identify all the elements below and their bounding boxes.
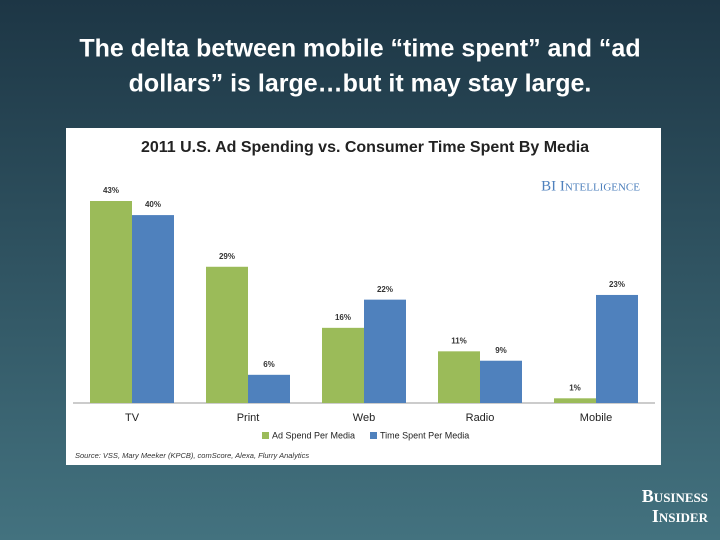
x-tick-label: Print: [237, 412, 260, 424]
bar: [554, 398, 596, 403]
bar: [438, 351, 480, 403]
bar: [90, 201, 132, 403]
source: Source: VSS, Mary Meeker (KPCB), comScor…: [75, 451, 309, 460]
chart-title: 2011 U.S. Ad Spending vs. Consumer Time …: [141, 139, 589, 156]
x-tick-label: TV: [125, 412, 140, 424]
bar: [480, 360, 522, 403]
bar: [132, 215, 174, 403]
bar: [364, 299, 406, 403]
bar: [322, 327, 364, 403]
x-tick-label: Mobile: [580, 412, 612, 424]
x-tick-label: Radio: [466, 412, 495, 424]
data-label: 6%: [263, 360, 275, 369]
x-tick-label: Web: [353, 412, 375, 424]
data-label: 9%: [495, 346, 507, 355]
data-label: 29%: [219, 252, 235, 261]
data-label: 22%: [377, 285, 393, 294]
logo: Business: [642, 486, 708, 506]
headline: The delta between mobile “time spent” an…: [79, 35, 640, 63]
data-label: 40%: [145, 200, 161, 209]
legend-label: Time Spent Per Media: [380, 430, 469, 440]
data-label: 23%: [609, 280, 625, 289]
bar: [248, 374, 290, 403]
legend-swatch: [262, 432, 269, 439]
logo: Insider: [652, 506, 709, 526]
legend-swatch: [370, 432, 377, 439]
data-label: 11%: [451, 336, 467, 345]
brand: BI Intelligence: [541, 178, 640, 194]
bar: [596, 294, 638, 403]
data-label: 16%: [335, 313, 351, 322]
bar: [206, 266, 248, 403]
legend-label: Ad Spend Per Media: [272, 430, 355, 440]
data-label: 43%: [103, 186, 119, 195]
headline: dollars” is large…but it may stay large.: [129, 70, 592, 98]
data-label: 1%: [569, 383, 581, 392]
